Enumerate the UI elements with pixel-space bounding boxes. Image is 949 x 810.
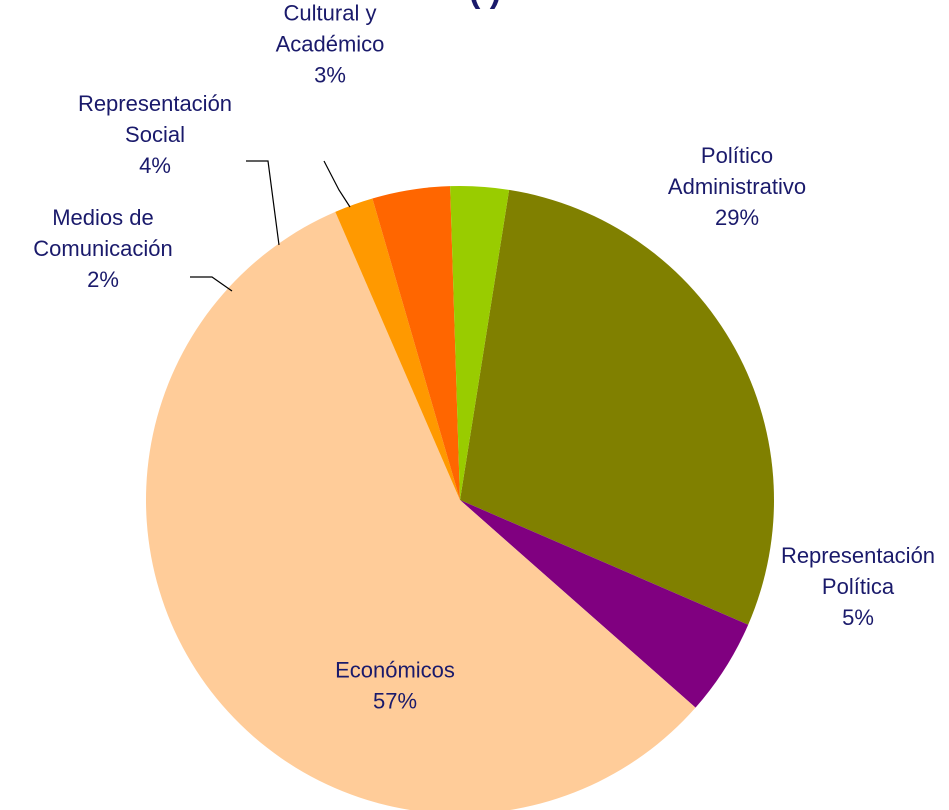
slice-label: Político xyxy=(701,143,773,168)
pie-slice xyxy=(460,189,774,625)
slice-percent-label: 5% xyxy=(842,605,874,630)
slice-label: Comunicación xyxy=(33,236,172,261)
pie-slices xyxy=(146,186,774,810)
slice-percent-label: 3% xyxy=(314,62,346,87)
slice-label: Económicos xyxy=(335,657,455,682)
slice-percent-label: 4% xyxy=(139,153,171,178)
pie-slice xyxy=(460,500,749,708)
slice-label: Medios de xyxy=(52,205,154,230)
leader-line xyxy=(323,160,351,208)
slice-percent-label: 57% xyxy=(373,688,417,713)
slice-label: Social xyxy=(125,122,185,147)
leader-line xyxy=(190,276,233,292)
pie-slice xyxy=(450,186,510,500)
slice-label: Cultural y xyxy=(284,0,377,25)
slice-labels: Político Administrativo 29% Representación P… xyxy=(33,0,935,713)
slice-label: Política xyxy=(822,574,895,599)
slice-percent-label: 29% xyxy=(715,205,759,230)
slice-label: Administrativo xyxy=(668,174,806,199)
slice-percent-label: 2% xyxy=(87,267,119,292)
slice-label: Representación xyxy=(781,543,935,568)
pie-slice xyxy=(146,211,696,810)
pie-slice xyxy=(335,198,460,501)
pie-slice xyxy=(372,186,460,500)
slice-label: Académico xyxy=(276,31,385,56)
chart-title-fragment: ( ) xyxy=(469,0,501,10)
slice-label: Representación xyxy=(78,91,232,116)
leader-lines xyxy=(190,160,351,292)
leader-line xyxy=(246,160,280,246)
